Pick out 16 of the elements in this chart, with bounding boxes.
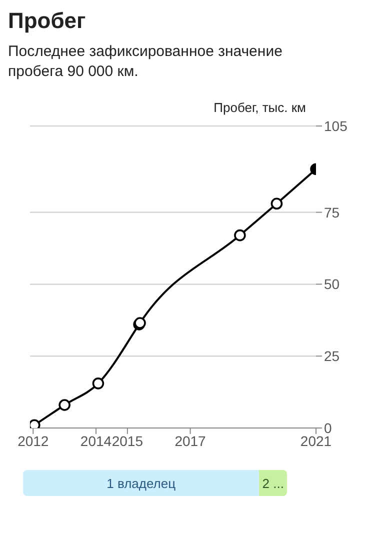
x-tick-label: 2012 xyxy=(18,432,49,449)
point xyxy=(234,229,246,242)
owner-strip: 1 владелец 2 ... xyxy=(23,470,287,496)
point xyxy=(58,399,70,411)
y-tick-label: 75 xyxy=(324,204,340,220)
x-tick-label: 2017 xyxy=(174,432,206,449)
y-tick-label: 50 xyxy=(324,276,340,292)
y-axis-title: Пробег, тыс. км xyxy=(212,100,306,116)
x-tick-label: 2015 xyxy=(112,432,144,449)
y-tick-label: 25 xyxy=(324,348,340,364)
chart-subtitle: Последнее зафиксированное значение пробега 90 000 км. xyxy=(8,42,284,82)
x-tick-label: 2014 xyxy=(80,432,112,449)
point xyxy=(270,198,283,210)
point xyxy=(92,378,104,390)
y-tick-label: 105 xyxy=(324,118,348,134)
chart-title: Пробег xyxy=(8,8,87,34)
